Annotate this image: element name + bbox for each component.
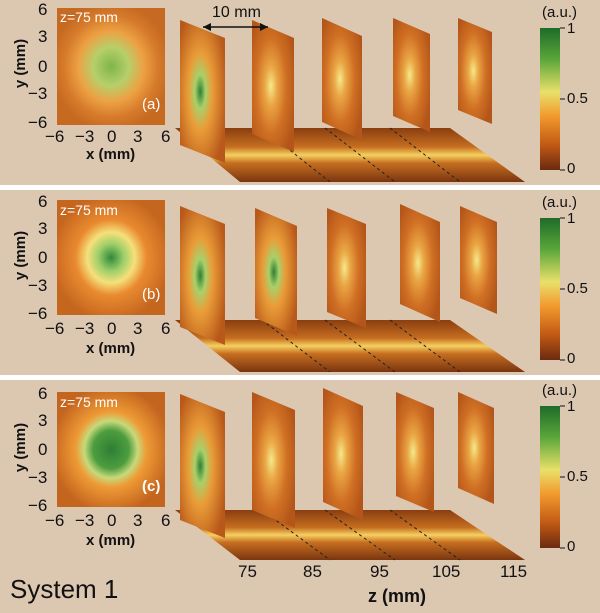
- x-tick: −3: [75, 319, 95, 338]
- y-tick: −6: [28, 113, 48, 132]
- divider: [0, 375, 600, 380]
- beam-slice: [180, 394, 225, 538]
- z-tick: 85: [303, 562, 322, 581]
- y-axis-label: y (mm): [12, 422, 30, 473]
- z-tick: 115: [500, 562, 528, 581]
- colorbar: [540, 218, 560, 360]
- x-tick: 0: [107, 511, 117, 530]
- x-tick: 6: [161, 127, 171, 146]
- colorbar: [540, 28, 560, 170]
- inset-image: [57, 8, 165, 125]
- y-tick: 0: [38, 57, 48, 76]
- x-tick: 3: [133, 127, 143, 146]
- floor-plane: [175, 320, 525, 372]
- x-tick: 3: [133, 511, 143, 530]
- x-tick: −3: [75, 127, 95, 146]
- x-axis-label: x (mm): [86, 146, 136, 163]
- colorbar-tick: 0: [567, 350, 576, 367]
- panel-tag: (a): [142, 96, 161, 113]
- inset-title: z=75 mm: [60, 9, 118, 25]
- y-axis-label: y (mm): [12, 38, 30, 89]
- beam-slice: [393, 18, 430, 132]
- panel-b-graphic: [57, 200, 565, 372]
- y-tick: 6: [38, 384, 48, 403]
- beam-slice: [252, 20, 294, 152]
- panel-tag: (b): [142, 286, 161, 303]
- x-tick: 6: [161, 319, 171, 338]
- divider: [0, 185, 600, 190]
- colorbar: [540, 406, 560, 548]
- y-tick: −3: [28, 468, 48, 487]
- x-tick: 0: [107, 319, 117, 338]
- colorbar-tick: 0.5: [567, 90, 588, 107]
- x-tick: 3: [133, 319, 143, 338]
- inset-title: z=75 mm: [60, 394, 118, 410]
- beam-slice: [252, 392, 295, 528]
- y-tick: −6: [28, 496, 48, 515]
- z-tick: 75: [238, 562, 257, 581]
- x-tick: −6: [45, 127, 65, 146]
- y-tick: −6: [28, 304, 48, 323]
- panel-b: z=75 mm (b) (a.u.) 1 0.5 0 6 3 0 −3 −6 y…: [0, 190, 600, 372]
- y-tick: 3: [38, 219, 48, 238]
- floor-plane: [175, 510, 525, 560]
- colorbar-tick: 1: [567, 20, 576, 37]
- beam-slice: [255, 208, 297, 336]
- beam-slice: [327, 208, 366, 328]
- beam-slice: [180, 20, 225, 163]
- beam-slice: [396, 392, 434, 512]
- colorbar-tick: 0.5: [567, 280, 588, 297]
- beam-slice: [458, 18, 492, 124]
- panel-c-graphic: [57, 388, 565, 561]
- colorbar-unit: (a.u.): [542, 382, 578, 399]
- y-tick: 0: [38, 440, 48, 459]
- colorbar-tick: 0: [567, 538, 576, 555]
- panel-c: z=75 mm (c) (a.u.) 1 0.5 0 6 3 0 −3 −6 y…: [0, 380, 600, 613]
- beam-slice: [458, 392, 494, 504]
- z-tick: 105: [432, 562, 461, 581]
- x-tick: −6: [45, 319, 65, 338]
- y-tick: −3: [28, 276, 48, 295]
- beam-slice: [400, 204, 440, 322]
- system-label: System 1: [10, 574, 119, 604]
- colorbar-unit: (a.u.): [542, 194, 578, 211]
- inset-image: [57, 200, 165, 315]
- inset-image: [57, 392, 165, 507]
- z-tick: 95: [370, 562, 389, 581]
- z-axis-label: z (mm): [368, 586, 426, 606]
- inset-title: z=75 mm: [60, 202, 118, 218]
- panel-tag: (c): [142, 478, 161, 495]
- y-tick: 6: [38, 0, 48, 19]
- colorbar-tick: 0: [567, 160, 576, 177]
- x-axis-label: x (mm): [86, 340, 136, 357]
- colorbar-tick: 1: [567, 210, 576, 227]
- panel-a-graphic: [57, 8, 565, 182]
- y-tick: −3: [28, 84, 48, 103]
- x-axis-label: x (mm): [86, 532, 136, 549]
- y-tick: 3: [38, 27, 48, 46]
- colorbar-tick: 1: [567, 398, 576, 415]
- y-tick: 6: [38, 192, 48, 211]
- beam-slice: [322, 18, 362, 140]
- colorbar-tick: 0.5: [567, 468, 588, 485]
- beam-slice: [323, 388, 363, 520]
- floor-plane: [175, 128, 525, 182]
- x-tick: 6: [161, 511, 171, 530]
- x-tick: 0: [107, 127, 117, 146]
- panel-a: z=75 mm (a) 10 mm (a.u.) 1 0.5 0 6 3 0 −…: [0, 0, 600, 182]
- y-tick: 3: [38, 411, 48, 430]
- beam-slice: [180, 206, 225, 345]
- x-tick: −6: [45, 511, 65, 530]
- colorbar-unit: (a.u.): [542, 4, 578, 21]
- beam-slice: [460, 206, 497, 314]
- scale-bar-label: 10 mm: [212, 4, 261, 21]
- y-axis-label: y (mm): [12, 230, 30, 281]
- x-tick: −3: [75, 511, 95, 530]
- y-tick: 0: [38, 248, 48, 267]
